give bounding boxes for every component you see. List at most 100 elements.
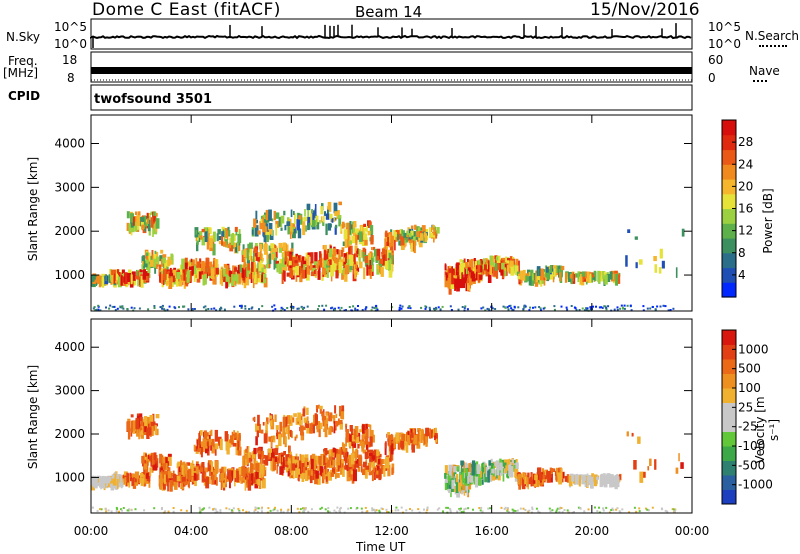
heatmap-cell <box>384 443 387 455</box>
heatmap-cell <box>379 259 383 264</box>
heatmap-cell <box>293 228 296 234</box>
heatmap-cell <box>288 256 292 266</box>
heatmap-cell <box>474 271 479 281</box>
heatmap-cell <box>162 255 166 264</box>
heatmap-cell <box>113 305 116 308</box>
heatmap-cell <box>525 275 528 283</box>
heatmap-cell <box>227 270 232 281</box>
heatmap-cell <box>368 265 372 269</box>
heatmap-cell <box>457 277 461 285</box>
freq-label-line1: Freq. <box>8 54 38 68</box>
heatmap-cell <box>198 271 202 280</box>
heatmap-cell <box>134 478 137 483</box>
heatmap-cell <box>356 309 359 312</box>
heatmap-cell <box>500 266 504 276</box>
colorbar-segment <box>722 475 736 490</box>
heatmap-cell <box>419 233 424 241</box>
heatmap-cell <box>373 449 378 458</box>
colorbar-segment <box>722 460 736 476</box>
heatmap-cell <box>181 465 184 475</box>
heatmap-cell <box>369 424 372 431</box>
heatmap-cell <box>294 213 296 225</box>
heatmap-cell <box>257 275 261 283</box>
heatmap-cell <box>433 307 436 310</box>
heatmap-cell <box>144 455 149 466</box>
heatmap-cell <box>486 257 489 270</box>
heatmap-cell <box>292 267 296 271</box>
heatmap-cell <box>314 473 318 485</box>
heatmap-cell <box>328 427 332 435</box>
heatmap-cell <box>495 257 498 265</box>
heatmap-cell <box>496 464 500 476</box>
heatmap-cell <box>315 456 318 460</box>
heatmap-cell <box>183 268 186 281</box>
heatmap-cell <box>546 269 550 280</box>
heatmap-cell <box>399 229 402 234</box>
heatmap-cell <box>345 431 349 443</box>
heatmap-cell <box>204 467 208 473</box>
heatmap-cell <box>477 274 481 283</box>
heatmap-cell <box>145 219 149 223</box>
heatmap-cell <box>271 254 275 260</box>
heatmap-cell <box>120 275 123 286</box>
heatmap-cell <box>351 435 356 442</box>
colorbar-segment <box>722 330 736 345</box>
heatmap-cell <box>549 271 554 280</box>
colorbar-tick-label: 1000 <box>738 342 769 356</box>
heatmap-cell <box>342 469 345 477</box>
heatmap-cell <box>305 225 307 232</box>
heatmap-cell <box>410 429 413 433</box>
heatmap-cell <box>289 231 292 239</box>
heatmap-cell <box>434 433 438 439</box>
heatmap-cell <box>247 472 251 476</box>
heatmap-cell <box>586 476 589 488</box>
heatmap-cell <box>235 433 238 437</box>
heatmap-cell <box>260 456 263 465</box>
heatmap-cell <box>254 451 257 461</box>
heatmap-cell <box>365 423 368 431</box>
heatmap-cell <box>583 309 586 312</box>
heatmap-cell <box>107 509 110 512</box>
colorbar-segment <box>722 179 736 195</box>
heatmap-cell <box>268 436 271 442</box>
heatmap-cell <box>286 415 290 424</box>
heatmap-cell <box>148 423 150 431</box>
heatmap-cell <box>255 423 259 432</box>
heatmap-cell <box>169 272 174 277</box>
heatmap-cell <box>509 304 512 307</box>
heatmap-cell <box>239 264 242 273</box>
heatmap-cell <box>212 231 216 242</box>
heatmap-cell <box>390 434 394 441</box>
heatmap-cell <box>310 252 314 264</box>
heatmap-cell <box>418 238 421 245</box>
heatmap-cell <box>306 255 310 266</box>
heatmap-cell <box>200 235 203 240</box>
heatmap-cell <box>304 457 309 468</box>
heatmap-cell <box>135 211 138 215</box>
heatmap-cell <box>611 475 614 487</box>
heatmap-cell <box>203 471 206 479</box>
heatmap-cell <box>491 261 495 267</box>
heatmap-cell <box>464 272 467 284</box>
heatmap-cell <box>328 471 332 481</box>
heatmap-cell <box>307 470 311 476</box>
heatmap-cell <box>425 435 428 447</box>
heatmap-cell <box>523 304 526 307</box>
heatmap-cell <box>129 477 133 482</box>
heatmap-cell <box>275 220 280 228</box>
heatmap-cell <box>413 234 417 246</box>
heatmap-cell <box>162 463 166 471</box>
heatmap-cell <box>589 272 594 276</box>
heatmap-cell <box>291 463 296 471</box>
heatmap-cell <box>635 262 638 269</box>
heatmap-cell <box>190 258 193 263</box>
heatmap-cell <box>261 257 264 262</box>
heatmap-cell <box>100 508 103 511</box>
heatmap-cell <box>159 478 163 490</box>
heatmap-cell <box>543 306 546 309</box>
heatmap-cell <box>253 458 256 469</box>
heatmap-cell <box>351 453 354 461</box>
heatmap-cell <box>467 267 471 271</box>
heatmap-cell <box>161 305 164 308</box>
